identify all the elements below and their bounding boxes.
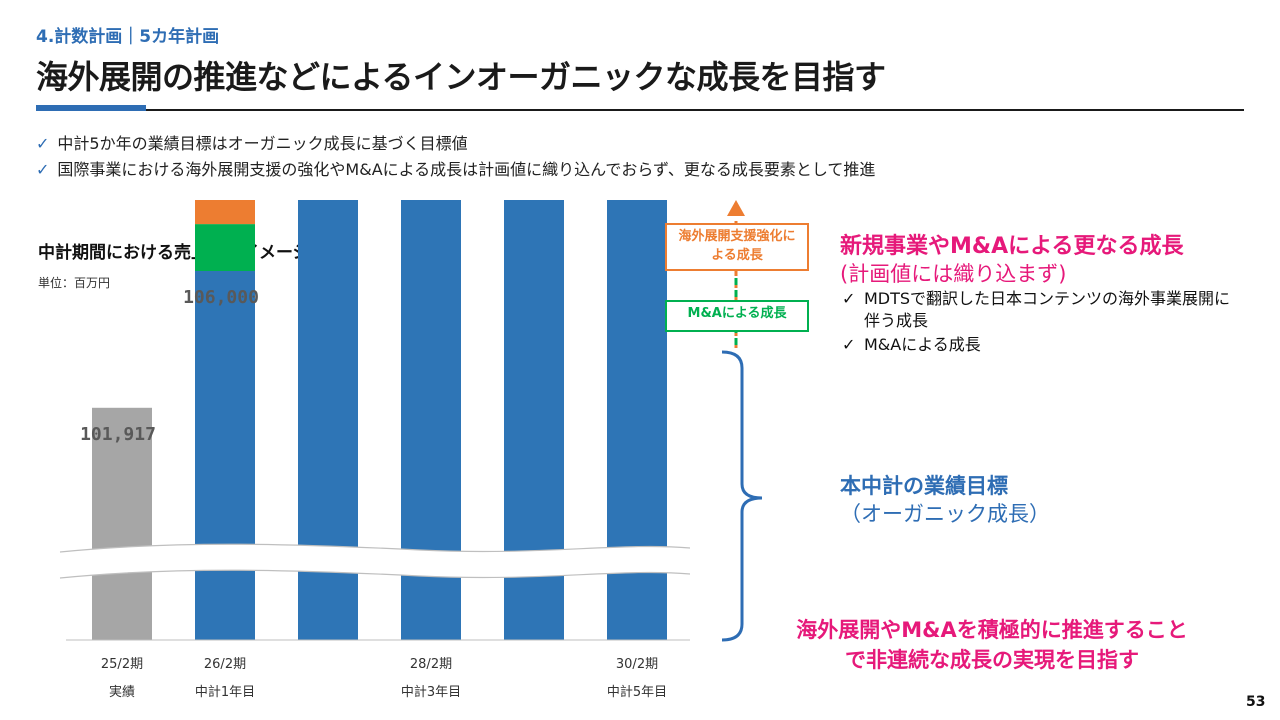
bullet-item: ✓ 中計5か年の業績目標はオーガニック成長に基づく目標値 [36,130,468,154]
ma-growth-box: M&Aによる成長 [665,300,809,332]
x-tick-label: 28/2期 [410,657,452,672]
x-tick-label: 30/2期 [616,657,658,672]
bar-27/2期-本中計の業績目標（オーガニック成長） [298,200,358,640]
future-growth-item-text: MDTSで翻訳した日本コンテンツの海外事業展開に伴う成長 [864,289,1231,330]
bullet-text: 中計5か年の業績目標はオーガニック成長に基づく目標値 [57,134,468,153]
future-growth-item-text: M&Aによる成長 [864,335,981,354]
axis-break-line-lower [59,569,691,579]
target-heading: 本中計の業績目標 [840,474,1008,498]
section-label: 4.計数計画｜5カ年計画 [36,27,220,47]
future-growth-heading: 新規事業やM&Aによる更なる成長 [840,234,1184,259]
value-label: 101,917 [80,424,156,445]
title-divider [36,109,1244,111]
x-tick-label: 25/2期 [101,657,143,672]
page-number: 53 [1246,694,1266,710]
bar-25/2期-実績 [92,407,152,640]
axis-break [60,544,690,578]
bar-30/2期-本中計の業績目標（オーガニック成長） [607,200,667,640]
bar-26/2期-海外展開支援強化による成長 [195,200,255,225]
target-subheading: （オーガニック成長） [840,502,1050,526]
check-icon: ✓ [36,160,50,179]
x-tick-label: 26/2期 [204,657,246,672]
bar-26/2期-本中計の業績目標（オーガニック成長） [195,271,255,640]
revenue-chart: 101,91725/2期実績106,00026/2期中計1年目115,00028… [59,200,763,700]
title-accent-bar [36,105,146,111]
page-title: 海外展開の推進などによるインオーガニックな成長を目指す [36,58,886,96]
bullet-text: 国際事業における海外展開支援の強化やM&Aによる成長は計画値に織り込んでおらず、… [57,160,876,179]
value-label: 106,000 [183,287,259,308]
ma-growth-label: M&Aによる成長 [687,306,787,321]
x-sub-label: 中計3年目 [401,684,461,700]
bar-26/2期-M&Aによる成長 [195,224,255,271]
bottom-message-line-2: で非連続な成長の実現を目指す [845,648,1139,672]
target-bracket [721,350,763,642]
axis-break-line-upper [59,543,691,553]
future-growth-item: ✓ MDTSで翻訳した日本コンテンツの海外事業展開に伴う成長 [842,288,1242,332]
check-icon: ✓ [36,134,50,153]
growth-arrow-head [727,200,745,216]
overseas-growth-box: 海外展開支援強化による成長 [665,223,809,271]
future-growth-item: ✓ M&Aによる成長 [842,334,981,356]
check-icon: ✓ [842,335,856,354]
overseas-growth-label: 海外展開支援強化による成長 [678,229,796,263]
x-sub-label: 実績 [109,684,135,700]
future-growth-subheading: (計画値には織り込まず) [840,262,1067,286]
bottom-message-line-1: 海外展開やM&Aを積極的に推進すること [796,618,1188,642]
bullet-item: ✓ 国際事業における海外展開支援の強化やM&Aによる成長は計画値に織り込んでおらず… [36,156,875,180]
x-sub-label: 中計5年目 [607,684,667,700]
unit-label: 単位：百万円 [38,276,111,290]
check-icon: ✓ [842,289,856,308]
x-sub-label: 中計1年目 [195,684,255,700]
